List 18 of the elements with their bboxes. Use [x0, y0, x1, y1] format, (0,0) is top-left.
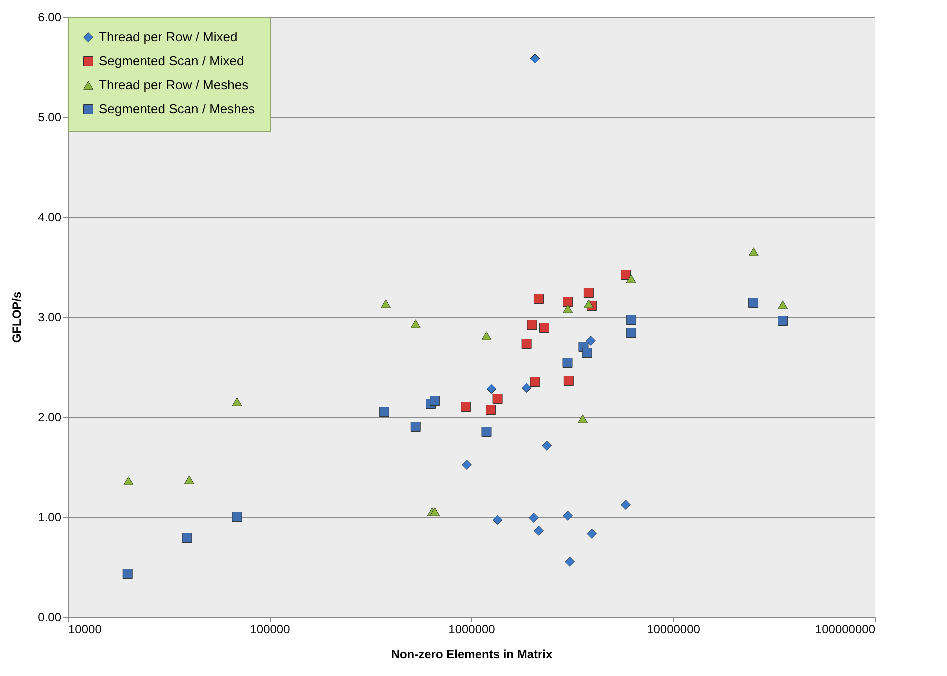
y-tick-label: 5.00 — [38, 110, 62, 124]
x-tick-label: 100000000 — [815, 622, 876, 636]
legend-label: Segmented Scan / Mixed — [99, 54, 244, 68]
y-tick-label: 2.00 — [38, 410, 62, 424]
y-tick-label: 4.00 — [38, 210, 62, 224]
x-tick-label: 100000 — [250, 622, 291, 636]
x-tick-label: 10000 — [68, 622, 102, 636]
x-tick-label: 10000000 — [647, 622, 701, 636]
legend-label: Thread per Row / Mixed — [99, 30, 238, 44]
y-tick-label: 3.00 — [38, 310, 62, 324]
legend-label: Segmented Scan / Meshes — [99, 102, 256, 116]
y-tick-label: 6.00 — [38, 10, 62, 24]
y-tick-label: 1.00 — [38, 510, 62, 524]
y-tick-label: 0.00 — [38, 610, 62, 624]
legend-label: Thread per Row / Meshes — [99, 78, 250, 92]
x-axis-title: Non-zero Elements in Matrix — [391, 648, 553, 662]
y-axis-title: GFLOP/s — [10, 292, 24, 344]
x-tick-label: 1000000 — [448, 622, 496, 636]
